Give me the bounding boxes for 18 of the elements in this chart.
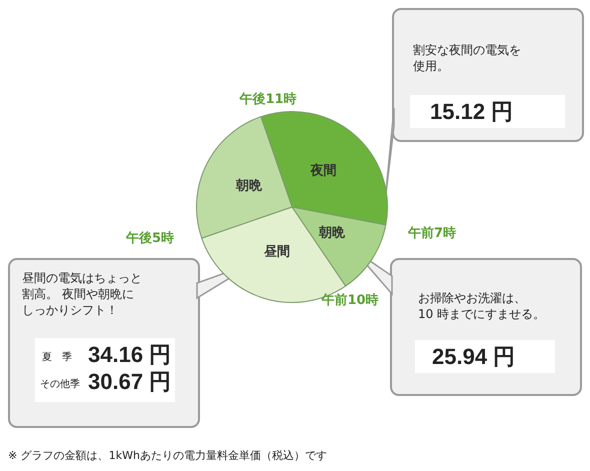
text: 夏 季 bbox=[42, 350, 72, 364]
text: 昼間の電気はちょっと割高。 夜間や朝晩にしっかりシフト！ bbox=[22, 270, 143, 318]
text: 25.94 円 bbox=[432, 343, 516, 371]
text: 30.67 円 bbox=[88, 368, 172, 396]
text: 午前7時 bbox=[408, 225, 456, 242]
text: 午前10時 bbox=[321, 292, 379, 309]
slice-label: 朝晩 bbox=[235, 178, 264, 194]
text: ※ グラフの金額は、1kWhあたりの電力量料金単価（税込）です bbox=[8, 448, 327, 463]
text: 割安な夜間の電気を使用。 bbox=[413, 42, 522, 74]
text: 午後11時 bbox=[239, 91, 297, 108]
slice-label: 昼間 bbox=[262, 244, 290, 260]
text: その他季 bbox=[40, 378, 80, 391]
slice-label: 夜間 bbox=[309, 162, 336, 178]
text: 午後5時 bbox=[126, 230, 174, 247]
text: 15.12 円 bbox=[430, 98, 514, 126]
text: お掃除やお洗濯は、10 時までにすませる。 bbox=[418, 290, 546, 322]
slice-label: 朝晩 bbox=[318, 226, 346, 241]
text: 34.16 円 bbox=[88, 341, 172, 369]
